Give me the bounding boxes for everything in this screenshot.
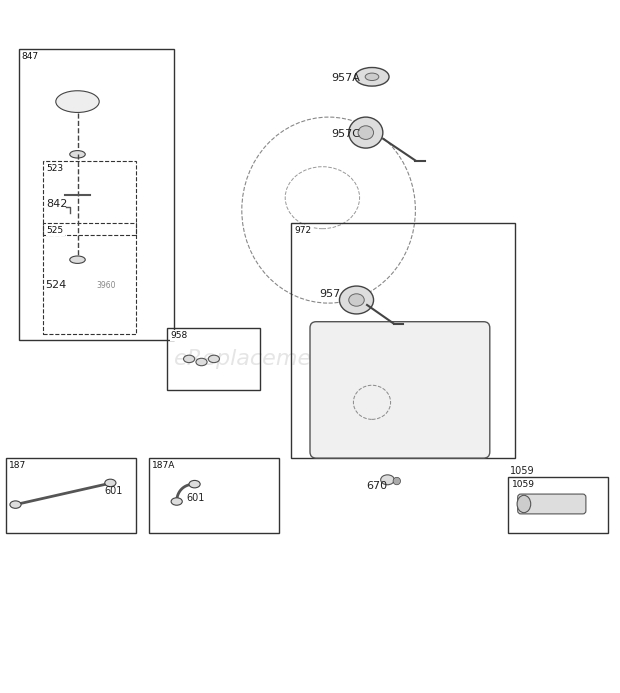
Bar: [291, 222, 515, 458]
Ellipse shape: [196, 358, 207, 366]
Ellipse shape: [365, 73, 379, 80]
Text: 1059: 1059: [510, 466, 535, 475]
Bar: [508, 477, 608, 532]
Text: eReplacementParts.com: eReplacementParts.com: [174, 349, 446, 369]
Ellipse shape: [348, 117, 383, 148]
Ellipse shape: [381, 475, 394, 485]
Text: 601: 601: [186, 493, 205, 503]
Ellipse shape: [358, 126, 373, 139]
Bar: [149, 458, 279, 532]
Text: 523: 523: [46, 164, 64, 173]
Text: 1059: 1059: [512, 480, 534, 489]
Ellipse shape: [171, 498, 182, 505]
Ellipse shape: [189, 480, 200, 488]
Ellipse shape: [355, 67, 389, 86]
Text: 187: 187: [9, 462, 27, 470]
Ellipse shape: [56, 91, 99, 112]
Text: 601: 601: [104, 486, 123, 496]
Bar: [43, 222, 136, 334]
Text: 842: 842: [46, 199, 68, 209]
Text: 187A: 187A: [152, 462, 175, 470]
FancyBboxPatch shape: [518, 494, 586, 514]
Text: 3960: 3960: [96, 281, 115, 290]
Ellipse shape: [10, 501, 21, 509]
Text: 670: 670: [366, 481, 387, 491]
Ellipse shape: [105, 479, 116, 486]
Bar: [19, 49, 174, 340]
Ellipse shape: [340, 286, 373, 314]
Text: 972: 972: [294, 226, 312, 235]
Ellipse shape: [69, 256, 86, 263]
Ellipse shape: [184, 356, 195, 362]
Text: 957C: 957C: [332, 130, 361, 139]
Ellipse shape: [208, 356, 219, 362]
Ellipse shape: [69, 150, 86, 158]
Bar: [43, 161, 136, 235]
Text: 957A: 957A: [332, 73, 361, 83]
Text: 957: 957: [319, 290, 340, 299]
Circle shape: [393, 477, 401, 485]
Bar: [167, 328, 260, 390]
Ellipse shape: [517, 495, 531, 513]
Text: 524: 524: [45, 279, 66, 290]
FancyBboxPatch shape: [310, 322, 490, 458]
Ellipse shape: [348, 294, 365, 306]
Text: 847: 847: [22, 52, 39, 61]
Text: 958: 958: [170, 331, 188, 340]
Text: 525: 525: [46, 226, 64, 235]
Bar: [6, 458, 136, 532]
